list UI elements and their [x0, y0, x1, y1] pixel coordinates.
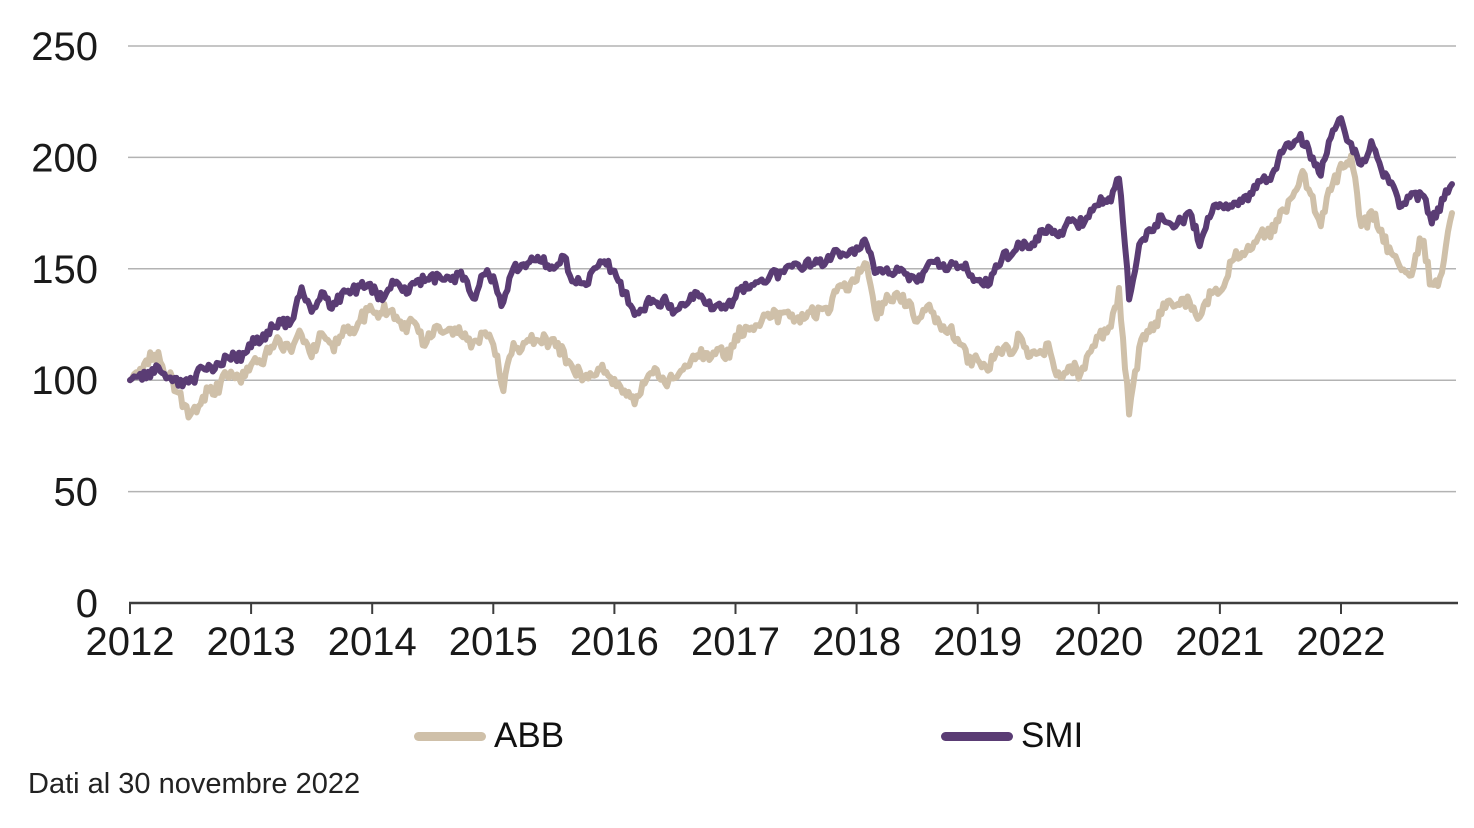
- series-line-abb: [127, 152, 1455, 421]
- x-axis-label-2022: 2022: [1297, 620, 1386, 664]
- x-axis-label-2014: 2014: [328, 620, 417, 664]
- x-axis-label-2019: 2019: [933, 620, 1022, 664]
- data-as-of-note: Dati al 30 novembre 2022: [28, 768, 361, 800]
- y-axis-label-0: 0: [76, 582, 98, 626]
- legend-item-abb: ABB: [414, 716, 564, 756]
- y-axis-label-250: 250: [31, 25, 98, 69]
- x-axis-label-2015: 2015: [449, 620, 538, 664]
- x-axis-label-2013: 2013: [207, 620, 296, 664]
- legend-label-smi: SMI: [1021, 716, 1084, 755]
- legend-item-smi: SMI: [941, 716, 1083, 756]
- x-axis-label-2016: 2016: [570, 620, 659, 664]
- legend-swatch-abb: [414, 731, 486, 741]
- x-axis-label-2020: 2020: [1054, 620, 1143, 664]
- chart-legend: ABB SMI: [0, 716, 1474, 756]
- legend-swatch-smi: [941, 731, 1013, 741]
- y-axis-label-200: 200: [31, 136, 98, 180]
- series-line-smi: [127, 115, 1455, 390]
- x-axis-label-2012: 2012: [86, 620, 175, 664]
- x-axis-label-2018: 2018: [812, 620, 901, 664]
- x-axis-label-2021: 2021: [1175, 620, 1264, 664]
- x-axis-label-2017: 2017: [691, 620, 780, 664]
- legend-label-abb: ABB: [494, 716, 565, 755]
- y-axis-label-150: 150: [31, 248, 98, 292]
- y-axis-label-100: 100: [31, 359, 98, 403]
- y-axis-label-50: 50: [54, 471, 99, 515]
